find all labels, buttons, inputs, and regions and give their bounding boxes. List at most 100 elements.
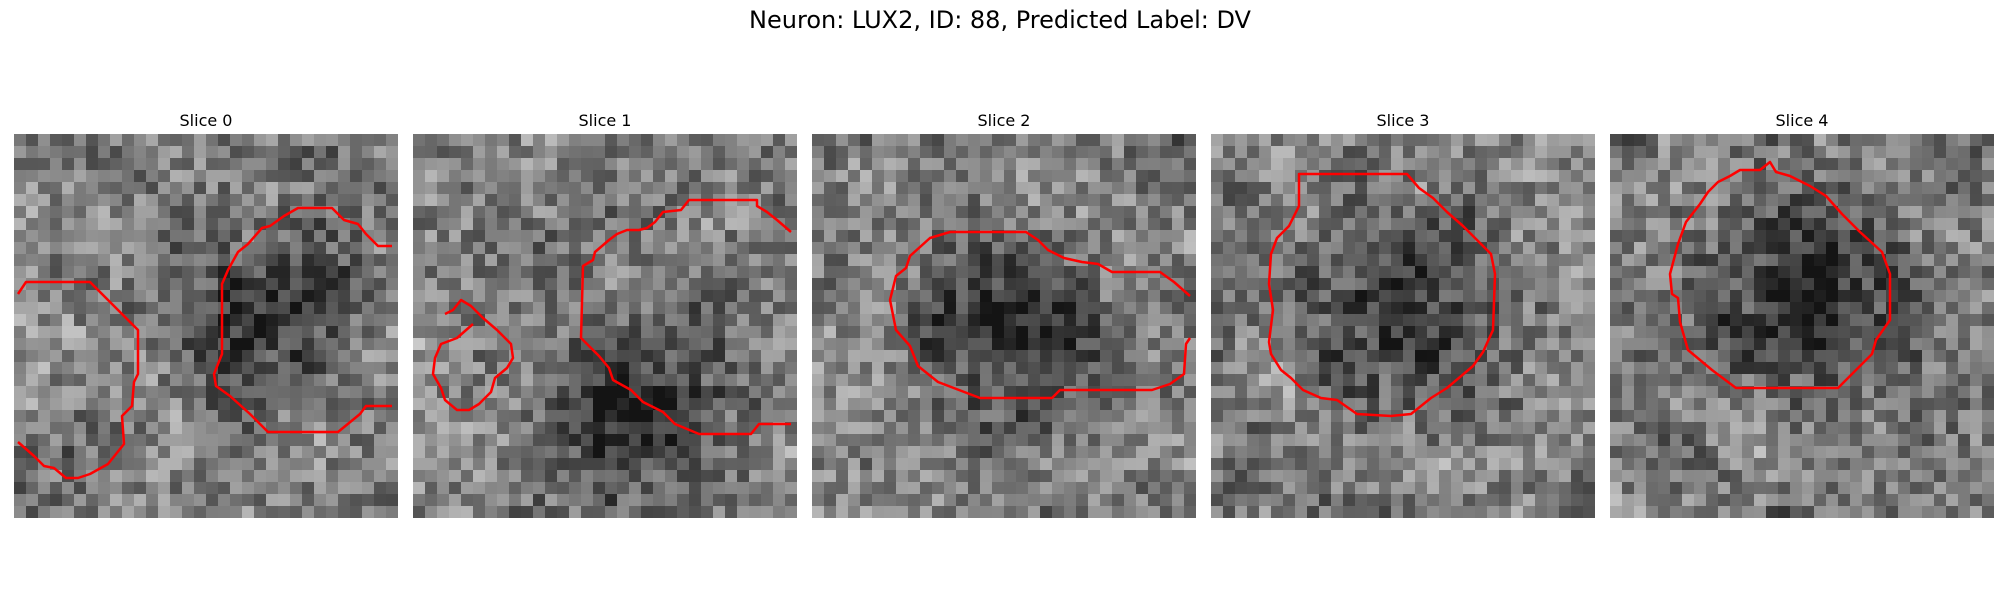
pixel: [1730, 218, 1743, 231]
pixel: [122, 206, 135, 219]
pixel: [278, 134, 291, 147]
pixel: [1682, 194, 1695, 207]
pixel: [1391, 230, 1404, 243]
pixel: [254, 494, 267, 507]
pixel: [1535, 386, 1548, 399]
pixel: [182, 506, 195, 518]
pixel: [1283, 434, 1296, 447]
pixel: [362, 386, 375, 399]
pixel: [713, 458, 726, 471]
pixel: [218, 206, 231, 219]
pixel: [1838, 158, 1851, 171]
pixel: [1982, 194, 1994, 207]
pixel: [1124, 422, 1137, 435]
pixel: [1826, 374, 1839, 387]
pixel: [992, 266, 1005, 279]
pixel: [1682, 350, 1695, 363]
pixel: [533, 302, 546, 315]
pixel: [956, 206, 969, 219]
pixel: [158, 134, 171, 147]
pixel: [1319, 350, 1332, 363]
pixel: [701, 398, 714, 411]
pixel: [1004, 266, 1017, 279]
pixel: [218, 290, 231, 303]
pixel: [629, 314, 642, 327]
pixel: [1028, 350, 1041, 363]
pixel: [473, 494, 486, 507]
pixel: [812, 386, 825, 399]
pixel: [218, 410, 231, 423]
pixel: [1100, 158, 1113, 171]
pixel: [848, 506, 861, 518]
pixel: [449, 170, 462, 183]
pixel: [314, 338, 327, 351]
pixel: [665, 338, 678, 351]
pixel: [1271, 278, 1284, 291]
pixel: [1850, 314, 1863, 327]
pixel: [461, 362, 474, 375]
pixel: [557, 254, 570, 267]
pixel: [242, 458, 255, 471]
pixel: [761, 194, 774, 207]
pixel: [593, 194, 606, 207]
pixel: [170, 386, 183, 399]
pixel: [860, 182, 873, 195]
pixel: [533, 506, 546, 518]
pixel: [1862, 338, 1875, 351]
pixel: [122, 230, 135, 243]
pixel: [1028, 266, 1041, 279]
pixel: [545, 242, 558, 255]
pixel: [242, 350, 255, 363]
pixel: [425, 338, 438, 351]
pixel: [812, 446, 825, 459]
pixel: [1172, 482, 1185, 495]
pixel: [134, 302, 147, 315]
pixel: [593, 134, 606, 147]
pixel: [485, 470, 498, 483]
pixel: [848, 146, 861, 159]
pixel: [1028, 374, 1041, 387]
pixel: [1718, 338, 1731, 351]
pixel: [1235, 170, 1248, 183]
pixel: [848, 494, 861, 507]
pixel: [737, 146, 750, 159]
pixel: [896, 482, 909, 495]
pixel: [326, 302, 339, 315]
pixel: [1874, 434, 1887, 447]
pixel: [1682, 434, 1695, 447]
pixel: [737, 350, 750, 363]
pixel: [98, 170, 111, 183]
pixel: [1475, 206, 1488, 219]
pixel: [146, 278, 159, 291]
pixel: [1922, 182, 1935, 195]
pixel: [1076, 362, 1089, 375]
pixel: [1523, 350, 1536, 363]
pixel: [1064, 482, 1077, 495]
pixel: [1922, 206, 1935, 219]
pixel: [521, 374, 534, 387]
pixel: [773, 506, 786, 518]
pixel: [1946, 302, 1959, 315]
pixel: [1040, 326, 1053, 339]
pixel: [785, 230, 797, 243]
pixel: [1826, 398, 1839, 411]
pixel: [1064, 158, 1077, 171]
pixel: [1742, 278, 1755, 291]
pixel: [1235, 326, 1248, 339]
pixel: [1463, 446, 1476, 459]
pixel: [1028, 302, 1041, 315]
pixel: [1694, 266, 1707, 279]
pixel: [1343, 422, 1356, 435]
pixel: [1160, 326, 1173, 339]
pixel: [1028, 482, 1041, 495]
pixel: [1088, 134, 1101, 147]
pixel: [1076, 170, 1089, 183]
pixel: [1622, 326, 1635, 339]
pixel: [1547, 158, 1560, 171]
pixel: [1331, 146, 1344, 159]
pixel: [350, 146, 363, 159]
pixel: [1016, 182, 1029, 195]
pixel: [1946, 230, 1959, 243]
pixel: [509, 230, 522, 243]
pixel: [425, 506, 438, 518]
